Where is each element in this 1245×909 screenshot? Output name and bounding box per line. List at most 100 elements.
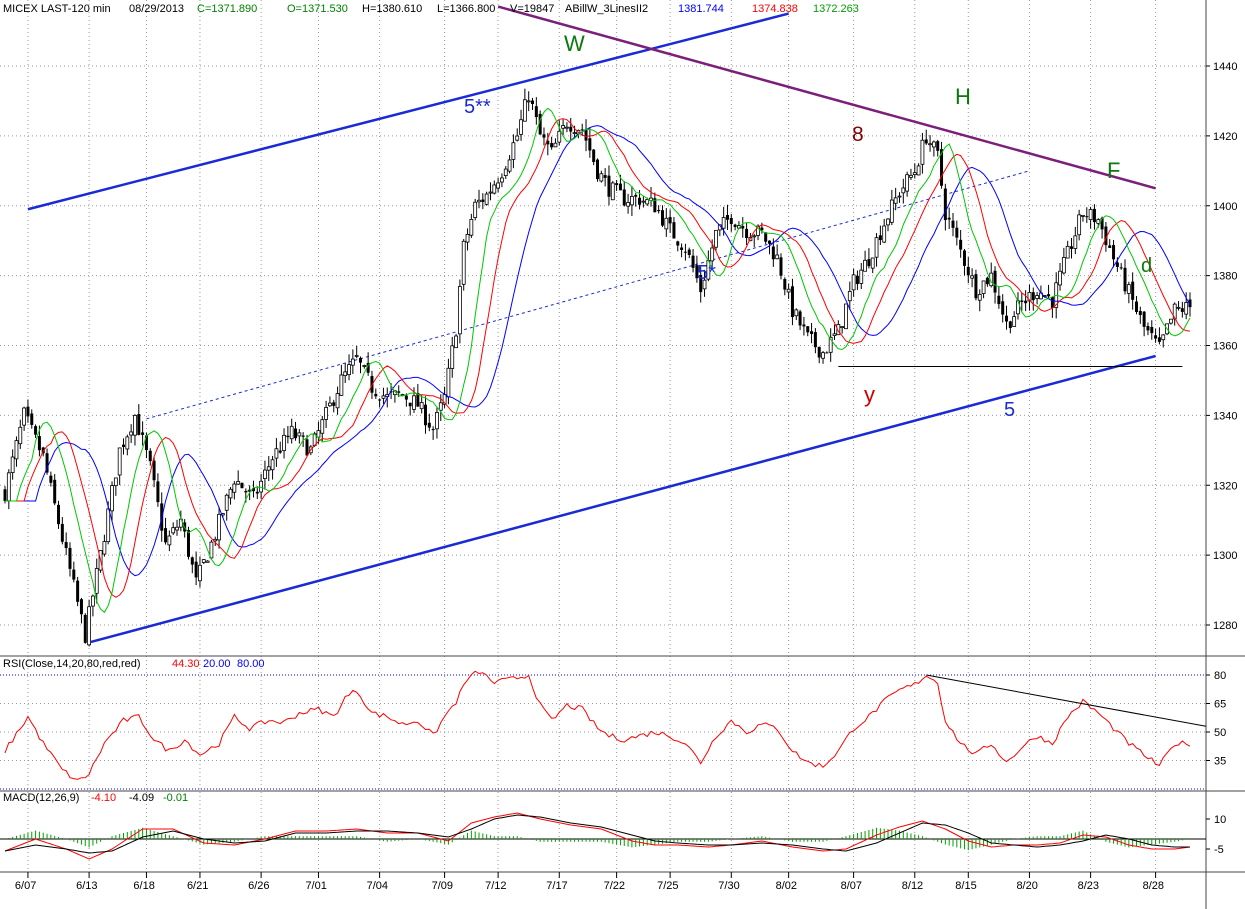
date-tick-label: 8/28 bbox=[1143, 880, 1164, 892]
price-bar bbox=[289, 418, 294, 444]
label-F: F bbox=[1107, 158, 1120, 183]
price-bar bbox=[167, 530, 172, 552]
label-y: y bbox=[864, 382, 875, 407]
price-bar bbox=[733, 223, 737, 231]
price-bar bbox=[714, 229, 718, 251]
price-bar bbox=[500, 173, 504, 188]
price-bar bbox=[332, 399, 336, 413]
price-bar bbox=[817, 346, 821, 364]
price-bar bbox=[1020, 292, 1024, 312]
line3-value: 1372.263 bbox=[813, 3, 859, 15]
price-bar bbox=[680, 243, 684, 258]
price-bar bbox=[316, 421, 321, 444]
price-bar bbox=[240, 482, 244, 489]
price-bar bbox=[339, 364, 344, 396]
date-tick-label: 7/25 bbox=[657, 880, 678, 892]
price-bar bbox=[362, 364, 367, 369]
price-bar bbox=[538, 110, 542, 135]
price-bar bbox=[228, 486, 233, 505]
price-bar bbox=[1119, 263, 1123, 270]
price-bar bbox=[687, 247, 691, 259]
price-bar bbox=[416, 384, 420, 407]
date-tick-label: 8/12 bbox=[902, 880, 923, 892]
price-bar bbox=[427, 413, 431, 432]
price-bar bbox=[531, 97, 535, 110]
price-bar bbox=[335, 386, 340, 415]
price-bar bbox=[1180, 301, 1184, 318]
price-bar bbox=[1172, 302, 1177, 326]
price-bar bbox=[764, 232, 768, 245]
open-value: O=1371.530 bbox=[287, 3, 348, 15]
price-bar bbox=[1012, 311, 1017, 327]
price-bar bbox=[270, 455, 275, 480]
trendline-5 bbox=[88, 354, 1156, 644]
price-bar bbox=[503, 166, 508, 179]
price-tick-label: 1440 bbox=[1213, 61, 1237, 73]
price-bar bbox=[22, 406, 27, 431]
price-bar bbox=[117, 447, 122, 486]
price-bar bbox=[294, 421, 298, 441]
price-bar bbox=[928, 135, 932, 152]
trendline-8 bbox=[497, 5, 1156, 190]
date-tick-label: 6/18 bbox=[133, 880, 154, 892]
price-bar bbox=[484, 191, 489, 206]
price-bar bbox=[1061, 247, 1066, 275]
price-bar bbox=[779, 253, 783, 280]
price-bar bbox=[634, 193, 638, 207]
price-bar bbox=[1161, 334, 1166, 348]
price-tick-label: 1340 bbox=[1213, 410, 1237, 422]
date-tick-label: 7/17 bbox=[546, 880, 567, 892]
price-bar bbox=[511, 134, 516, 169]
symbol-label: MICEX LAST-120 min bbox=[3, 3, 111, 15]
rsi-y-axis: 35 50 65 80 bbox=[1206, 670, 1226, 768]
price-bar bbox=[419, 395, 424, 414]
price-bar bbox=[565, 122, 569, 133]
price-bar bbox=[844, 303, 848, 330]
price-tick-label: 1300 bbox=[1213, 550, 1237, 562]
price-bar bbox=[1168, 318, 1173, 325]
price-bar bbox=[1154, 328, 1158, 343]
price-bar bbox=[431, 426, 435, 440]
price-bars bbox=[3, 88, 1192, 647]
price-bar bbox=[324, 400, 328, 429]
label-5starstar: 5** bbox=[464, 96, 491, 118]
green-moving-average bbox=[5, 107, 1191, 614]
price-bar bbox=[1081, 214, 1085, 222]
price-bar bbox=[507, 155, 512, 174]
price-tick-label: 1280 bbox=[1213, 620, 1237, 632]
price-bar bbox=[1138, 306, 1142, 324]
price-bar bbox=[1035, 292, 1039, 305]
price-bar bbox=[49, 471, 53, 487]
price-bar bbox=[320, 416, 325, 442]
price-bar bbox=[255, 486, 259, 500]
price-bar bbox=[1073, 226, 1078, 255]
price-bar bbox=[1131, 272, 1135, 310]
price-bar bbox=[492, 180, 497, 195]
label-5: 5 bbox=[1004, 399, 1015, 421]
price-bar bbox=[836, 320, 841, 336]
price-bar bbox=[378, 398, 382, 408]
macd-line bbox=[4, 812, 1191, 860]
price-bar bbox=[194, 551, 198, 586]
macd-signal-line bbox=[4, 814, 1190, 854]
price-bar bbox=[278, 441, 282, 454]
rsi-tick-label: 65 bbox=[1214, 699, 1226, 711]
price-bar bbox=[60, 517, 64, 545]
date-tick-label: 7/30 bbox=[718, 880, 739, 892]
price-bar bbox=[966, 257, 970, 284]
price-bar bbox=[725, 204, 729, 231]
price-bar bbox=[550, 136, 554, 150]
price-bar bbox=[1104, 222, 1108, 252]
price-bar bbox=[526, 91, 531, 112]
price-bar bbox=[592, 149, 596, 166]
date-axis: 6/07 6/13 6/18 6/21 6/26 7/01 7/04 7/09 7/12 7/17… bbox=[15, 872, 1164, 892]
price-bar bbox=[1077, 209, 1082, 241]
price-bar bbox=[657, 205, 661, 214]
price-bar bbox=[897, 192, 902, 203]
price-bar bbox=[802, 316, 806, 336]
price-bar bbox=[519, 109, 523, 141]
price-bar bbox=[821, 350, 825, 364]
price-bar bbox=[641, 196, 646, 208]
price-bar bbox=[152, 456, 156, 488]
